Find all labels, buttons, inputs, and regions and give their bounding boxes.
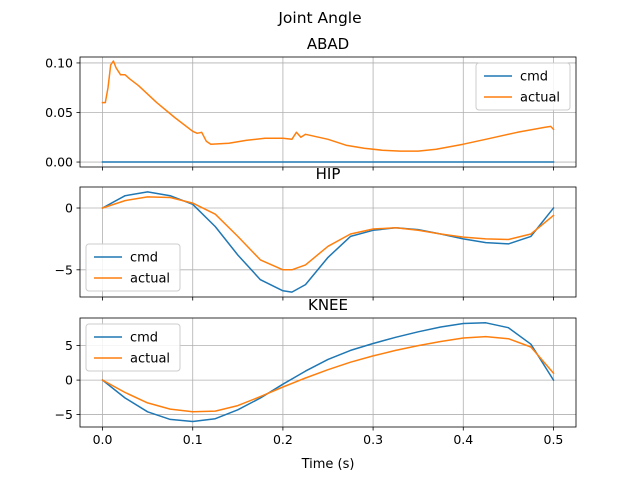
legend-label-cmd: cmd [520, 70, 548, 85]
legend-box [85, 243, 181, 292]
legend-label-actual: actual [130, 352, 170, 367]
series-line-actual [101, 196, 555, 271]
y-tick-label-1: 0 [65, 373, 73, 388]
x-tick-label-5: 0.5 [544, 432, 564, 447]
legend-box [475, 62, 571, 111]
x-tick-label-1: 0.1 [183, 432, 203, 447]
subplot-title: HIP [316, 165, 341, 183]
x-tick-label-4: 0.4 [453, 432, 473, 447]
subplot-knee: 0.0 0.1 0.2 0.3 0.4 0.5 5 0 −5 KNEE cmd actual [55, 296, 577, 447]
y-tick-label-1: 0.05 [45, 105, 73, 120]
legend: cmd actual [475, 62, 571, 111]
x-axis-label: Time (s) [301, 457, 355, 472]
subplot-abad: 0.00 0.05 0.10 ABAD cmd actual [45, 35, 577, 171]
legend-box [85, 323, 181, 372]
axes-frame [79, 56, 577, 168]
series-line-actual [101, 60, 555, 152]
subplot-hip: 0 −5 HIP cmd actual [55, 165, 577, 301]
x-tick-label-2: 0.2 [273, 432, 293, 447]
series-line-cmd [101, 322, 555, 423]
legend: cmd actual [85, 323, 181, 372]
y-tick-label-0: 0 [65, 201, 73, 216]
subplot-title: ABAD [307, 35, 349, 53]
axes-frame [79, 186, 577, 298]
legend-label-cmd: cmd [130, 331, 158, 346]
y-tick-label-0: 5 [65, 338, 73, 353]
y-tick-label-2: 0.10 [45, 55, 73, 70]
figure-title: Joint Angle [277, 9, 361, 27]
legend: cmd actual [85, 243, 181, 292]
legend-label-cmd: cmd [130, 251, 158, 266]
y-tick-label-1: −5 [55, 262, 73, 277]
axes-frame [79, 317, 577, 428]
subplot-title: KNEE [308, 296, 348, 314]
y-tick-label-0: 0.00 [45, 155, 73, 170]
series-line-actual [101, 335, 555, 413]
x-tick-label-0: 0.0 [93, 432, 113, 447]
legend-label-actual: actual [520, 91, 560, 106]
y-tick-label-2: −5 [55, 407, 73, 422]
legend-label-actual: actual [130, 272, 170, 287]
x-tick-label-3: 0.3 [363, 432, 383, 447]
